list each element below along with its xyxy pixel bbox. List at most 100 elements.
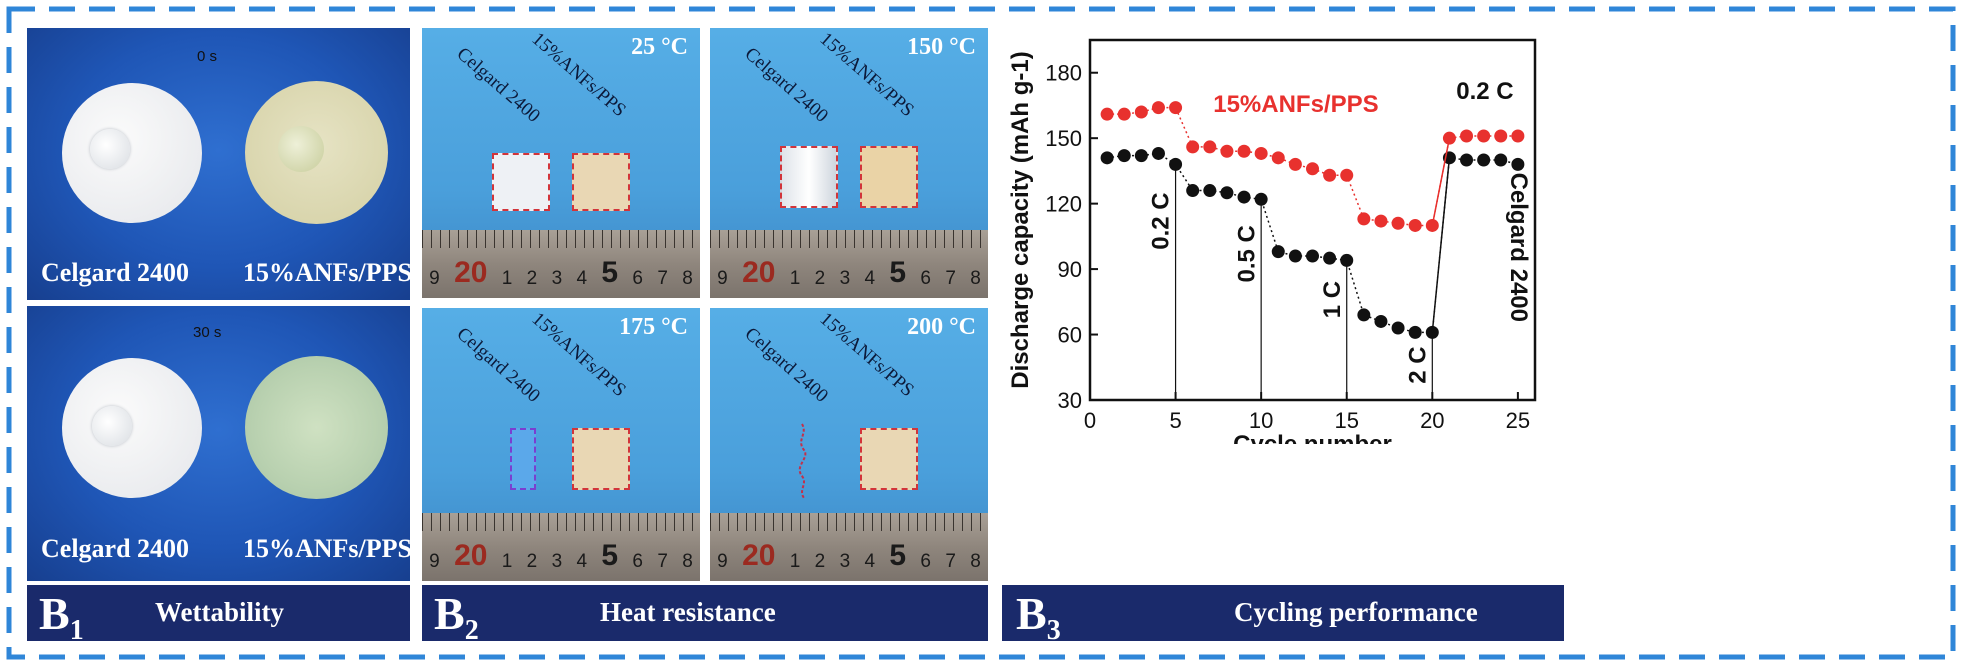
panel-code: B3	[1016, 588, 1061, 642]
time-label-30s: 30 s	[193, 324, 222, 341]
y-tick-label: 150	[1045, 126, 1082, 151]
panel-title: Heat resistance	[600, 597, 776, 627]
celgard-sample	[492, 153, 550, 211]
anf-pps-disc-wetted	[245, 356, 388, 499]
water-droplet	[90, 129, 130, 169]
data-point	[1340, 168, 1354, 182]
wettability-photo-30s: 30 s Celgard 2400 15%ANFs/PPS	[27, 306, 410, 581]
data-point	[1254, 192, 1268, 206]
plot-frame	[1088, 38, 1537, 402]
celgard-slanted-label: Celgard 2400	[452, 323, 545, 407]
anf-pps-label: 15%ANFs/PPS	[243, 534, 410, 563]
ruler: 9 20 1 2 3 4 5 6 7 8	[710, 230, 988, 298]
x-tick-label: 0	[1084, 408, 1096, 433]
data-point	[1306, 249, 1319, 263]
heat-photo-200c: 200 °C Celgard 2400 15%ANFs/PPS 9 20 1 2 3 4 5…	[710, 308, 988, 581]
data-point	[1374, 314, 1388, 328]
anf-pps-sample	[860, 428, 918, 490]
x-tick-label: 25	[1506, 408, 1530, 433]
ruler: 9 20 1 2 3 4 5 6 7 8	[422, 513, 700, 581]
data-point	[1340, 253, 1354, 267]
data-point	[1460, 153, 1474, 167]
panel-title: Cycling performance	[1234, 597, 1478, 627]
data-point	[1391, 321, 1405, 335]
data-point	[1220, 186, 1234, 200]
data-point	[1271, 245, 1285, 259]
panel-b1-wettability: 0 s Celgard 2400 15%ANFs/PPS 30 s Celgar…	[27, 28, 410, 641]
celgard-label: Celgard 2400	[41, 258, 190, 287]
water-droplet	[278, 126, 324, 172]
anf-pps-slanted-label: 15%ANFs/PPS	[815, 308, 918, 402]
anf-pps-sample	[860, 146, 918, 208]
recovery-segment	[1431, 157, 1451, 333]
anf-pps-slanted-label: 15%ANFs/PPS	[815, 28, 918, 122]
data-point	[1220, 144, 1234, 158]
y-tick-label: 90	[1058, 257, 1082, 282]
data-point	[1374, 214, 1388, 228]
panel-b3-banner: B3 Cycling performance	[1002, 585, 1564, 641]
panel-b3-banner-wrap: B3 Cycling performance	[1002, 585, 1564, 641]
recovery-segment	[1431, 138, 1451, 226]
data-point	[1477, 129, 1491, 143]
y-tick-label: 120	[1045, 192, 1082, 217]
data-point	[1203, 140, 1217, 154]
data-point	[1237, 144, 1251, 158]
x-axis-label: Cycle number	[1233, 431, 1392, 444]
temperature-label: 200 °C	[907, 314, 976, 340]
celgard-disc	[62, 83, 202, 223]
celgard-sample-melted	[798, 423, 807, 499]
x-tick-label: 15	[1334, 408, 1358, 433]
data-point	[1357, 308, 1371, 322]
anf-pps-label: 15%ANFs/PPS	[243, 258, 410, 287]
data-point	[1494, 153, 1508, 167]
anf-pps-sample	[572, 153, 630, 211]
panel-title: Wettability	[155, 597, 284, 627]
rate-annotation: 2 C	[1404, 346, 1431, 383]
anf-pps-slanted-label: 15%ANFs/PPS	[527, 28, 630, 122]
temperature-label: 150 °C	[907, 34, 976, 60]
anf-pps-slanted-label: 15%ANFs/PPS	[527, 308, 630, 402]
data-point	[1186, 184, 1200, 198]
data-point	[1323, 251, 1337, 265]
panel-code: B1	[39, 588, 84, 642]
y-tick-label: 60	[1058, 323, 1082, 348]
celgard-slanted-label: Celgard 2400	[740, 323, 833, 407]
water-droplet	[92, 406, 132, 446]
data-point	[1391, 216, 1405, 230]
heat-photo-175c: 175 °C Celgard 2400 15%ANFs/PPS 9 20 1 2 3 4 5…	[422, 308, 700, 581]
x-tick-label: 20	[1420, 408, 1444, 433]
rate-annotation: 1 C	[1319, 281, 1346, 318]
data-point	[1169, 101, 1183, 115]
panel-b2-heat-resistance: 25 °C Celgard 2400 15%ANFs/PPS 9 20 1 2 3 4 5 6…	[422, 28, 988, 641]
rate-annotation: 0.5 C	[1233, 225, 1260, 282]
data-point	[1100, 107, 1114, 121]
series-label-anf-pps: 15%ANFs/PPS	[1213, 91, 1378, 118]
data-point	[1186, 140, 1200, 154]
data-point	[1134, 105, 1148, 119]
wettability-photo-0s: 0 s Celgard 2400 15%ANFs/PPS	[27, 28, 410, 300]
data-point	[1117, 107, 1131, 121]
celgard-sample-shrunk	[510, 428, 536, 490]
celgard-slanted-label: Celgard 2400	[740, 43, 833, 127]
panel-b1-banner: B1 Wettability	[27, 585, 410, 641]
data-point	[1169, 157, 1183, 171]
heat-photo-150c: 150 °C Celgard 2400 15%ANFs/PPS 9 20 1 2 3 4 5…	[710, 28, 988, 298]
data-point	[1408, 218, 1422, 232]
data-point	[1306, 162, 1319, 176]
celgard-disc	[62, 358, 202, 498]
data-point	[1288, 157, 1302, 171]
x-tick-label: 10	[1249, 408, 1273, 433]
rate-annotation: 0.2 C	[1148, 192, 1175, 249]
panel-code: B2	[434, 588, 479, 642]
anf-pps-sample	[572, 428, 630, 490]
heat-photo-25c: 25 °C Celgard 2400 15%ANFs/PPS 9 20 1 2 3 4 5 6…	[422, 28, 700, 298]
data-point	[1494, 129, 1508, 143]
y-tick-label: 30	[1058, 388, 1082, 413]
data-point	[1408, 325, 1422, 339]
data-point	[1511, 129, 1525, 143]
outer-dashed-frame	[6, 6, 1956, 660]
y-tick-label: 180	[1045, 61, 1082, 86]
celgard-slanted-label: Celgard 2400	[452, 43, 545, 127]
x-tick-label: 5	[1169, 408, 1181, 433]
ruler: 9 20 1 2 3 4 5 6 7 8	[422, 230, 700, 298]
